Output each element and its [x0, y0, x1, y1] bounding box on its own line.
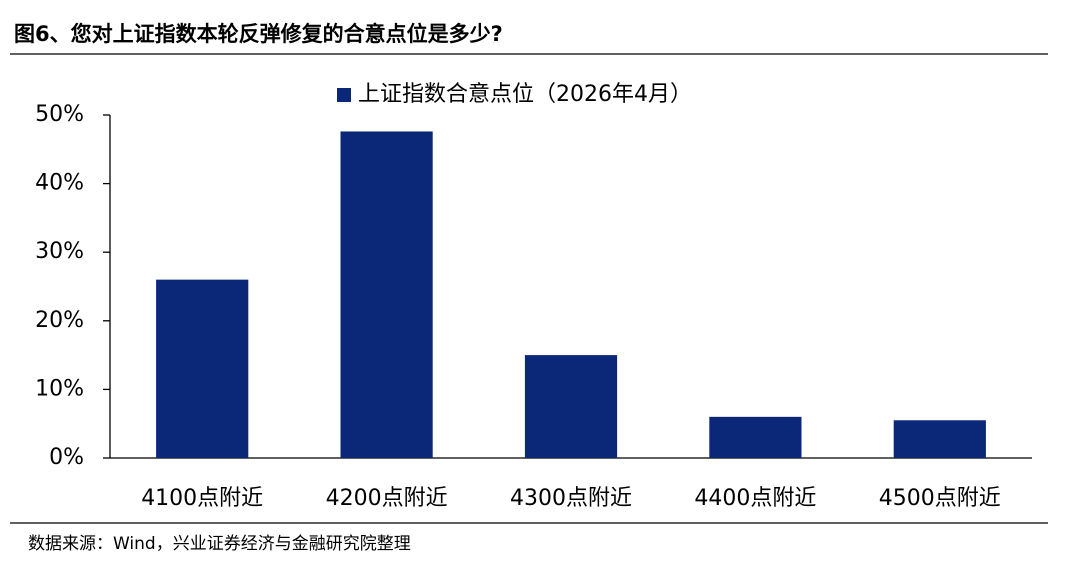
y-tick-label: 0%: [49, 445, 84, 470]
bar: [340, 131, 433, 459]
x-tick-label: 4100点附近: [141, 486, 263, 511]
y-tick-label: 50%: [35, 102, 84, 127]
x-tick-label: 4400点附近: [694, 486, 816, 511]
x-tick-label: 4300点附近: [510, 486, 632, 511]
source-note: 数据来源：Wind，兴业证券经济与金融研究院整理: [28, 534, 411, 554]
x-tick-label: 4200点附近: [326, 486, 448, 511]
x-tick-label: 4500点附近: [879, 486, 1001, 511]
bar: [893, 420, 986, 458]
legend-label: 上证指数合意点位（2026年4月）: [358, 82, 692, 107]
legend-swatch: [337, 88, 351, 102]
y-tick-label: 20%: [35, 308, 84, 333]
bar: [709, 416, 802, 458]
bar: [156, 279, 249, 458]
y-tick-label: 40%: [35, 171, 84, 196]
chart-title: 图6、您对上证指数本轮反弹修复的合意点位是多少?: [14, 22, 503, 46]
y-tick-label: 10%: [35, 376, 84, 401]
bar: [524, 355, 618, 458]
y-tick-label: 30%: [35, 239, 84, 264]
